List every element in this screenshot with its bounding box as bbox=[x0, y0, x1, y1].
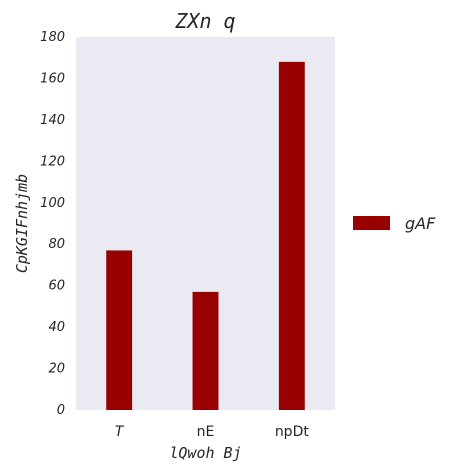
x-tick-label: T bbox=[115, 424, 125, 440]
y-tick-label: 180 bbox=[40, 30, 65, 45]
y-axis-label: CpKGIFnhjmb bbox=[13, 174, 31, 273]
y-tick-label: 100 bbox=[40, 196, 65, 211]
y-tick-label: 140 bbox=[40, 113, 65, 128]
y-tick-label: 80 bbox=[48, 237, 65, 252]
legend-label: gAF bbox=[405, 214, 436, 233]
y-tick-label: 60 bbox=[48, 279, 65, 294]
y-tick-label: 40 bbox=[48, 320, 65, 335]
x-tick-label: nE bbox=[197, 424, 215, 440]
bar bbox=[192, 291, 219, 410]
y-tick-label: 120 bbox=[40, 154, 65, 169]
y-axis-ticks: 0 20 40 60 80 100 120 140 160 180 bbox=[40, 30, 65, 418]
y-tick-label: 160 bbox=[40, 71, 65, 86]
y-tick-label: 20 bbox=[48, 362, 65, 377]
x-tick-label: npDt bbox=[275, 424, 310, 440]
chart-title: ZXn q bbox=[174, 9, 235, 33]
bar bbox=[278, 61, 305, 410]
legend-swatch bbox=[353, 216, 390, 230]
legend: gAF bbox=[353, 214, 436, 233]
bars bbox=[106, 61, 305, 410]
y-tick-label: 0 bbox=[57, 403, 65, 418]
bar bbox=[106, 250, 133, 410]
x-axis-label: lQwoh Bj bbox=[169, 444, 241, 462]
